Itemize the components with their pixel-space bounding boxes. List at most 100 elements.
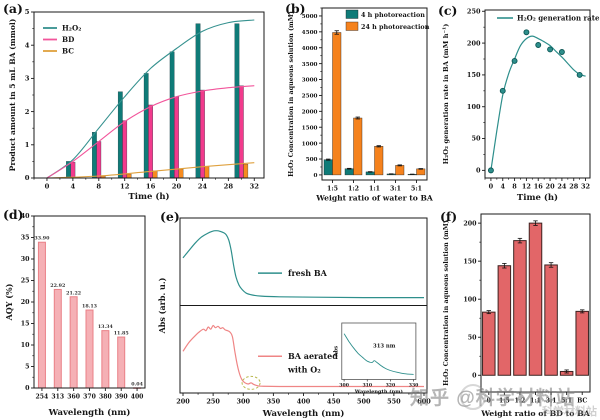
x-tick-label: 4 xyxy=(71,183,76,191)
y-axis-title: H₂O₂ Concentration in aqueous solution (… xyxy=(287,11,295,177)
x-tick-label: 1:1 xyxy=(369,186,380,193)
y-tick-label: 4000 xyxy=(302,46,318,52)
y-tick-label: 5000 xyxy=(302,14,318,20)
x-tick-label: 1:5 xyxy=(499,398,510,405)
x-tick-label: 3:1 xyxy=(546,398,557,405)
legend: 4 h photoreaction 24 h photoreaction xyxy=(345,9,430,31)
bar-BC xyxy=(178,168,184,179)
y-tick-label: 2000 xyxy=(302,110,318,116)
axis-frame xyxy=(484,9,591,179)
x-tick-label: 380 xyxy=(99,394,112,401)
y-tick-label: 0 xyxy=(25,385,30,392)
bar-H₂O₂ xyxy=(143,73,149,179)
bar-h2o2 xyxy=(497,265,512,376)
legend-label: BA aerated xyxy=(288,351,338,361)
y-axis-title: H₂O₂ generation rate in BA (mM h⁻¹) xyxy=(442,24,450,165)
y-axis: 0 1 2 3 4 5 xyxy=(25,8,34,182)
x-tick-label: 8 xyxy=(96,183,101,191)
y-tick-label: 1 xyxy=(25,141,30,149)
bar-H₂O₂ xyxy=(117,91,123,179)
y-tick-label: 4500 xyxy=(302,30,318,36)
bar-24 h photoreaction xyxy=(374,146,384,176)
spectrum-aerated-ba xyxy=(182,324,424,388)
inset-annotation: 313 nm xyxy=(373,344,396,350)
bar-BD xyxy=(70,161,76,179)
bar-4 h photoreaction xyxy=(344,168,354,176)
y-axis-title: Abs (arb. u.) xyxy=(157,277,167,334)
bar-aqy xyxy=(53,288,62,389)
x-tick-label: 400 xyxy=(131,394,144,401)
x-axis: 200 250 300 350 400 450 500 550 600 xyxy=(176,393,431,406)
y-tick-label: 5 xyxy=(25,364,29,371)
bar-24 h photoreaction xyxy=(353,117,363,176)
y-tick-label: 50 xyxy=(468,334,477,341)
bar-aqy xyxy=(69,296,78,389)
x-tick-label: 3:1 xyxy=(390,186,401,193)
y-axis-title: H₂O₂ Concentration in aqueous solution (… xyxy=(442,220,450,386)
bar-aqy xyxy=(117,336,126,389)
x-tick-label: 1:1 xyxy=(530,398,541,405)
y-tick-label: 150 xyxy=(463,258,477,265)
x-tick-label: 450 xyxy=(327,398,341,406)
y-tick-label: 1500 xyxy=(302,125,318,131)
inset-frame xyxy=(341,322,417,380)
x-tick-label: 20 xyxy=(172,183,182,191)
y-axis-title: Product amount in 5 mL BA (mmol) xyxy=(8,19,17,172)
x-tick-label: 550 xyxy=(387,398,401,406)
panel-tag-f: (f) xyxy=(440,209,458,224)
x-tick-label: 250 xyxy=(206,398,220,406)
y-axis-title: AQY (%) xyxy=(4,283,14,321)
legend-label: H₂O₂ xyxy=(62,24,81,33)
x-axis-title: Weight ratio of water to BA xyxy=(315,194,433,203)
x-tick-label: 20 xyxy=(546,183,556,191)
y-tick-label: 100 xyxy=(463,296,477,303)
x-axis-title: Time (h) xyxy=(128,191,169,202)
y-tick-label: 3500 xyxy=(302,62,318,68)
panel-tag-b: (b) xyxy=(285,1,306,16)
x-tick-label: 0 xyxy=(489,183,494,191)
data-point xyxy=(523,29,530,36)
x-axis: 1:5 1:2 1:1 3:1 5:1 xyxy=(327,180,422,193)
panel-e-chart: 200 250 300 350 400 450 500 550 600 Wavelength (n… xyxy=(157,217,431,419)
x-tick-label: 350 xyxy=(267,398,281,406)
bar-24 h photoreaction xyxy=(416,168,426,176)
legend-label: 24 h photoreaction xyxy=(361,23,430,31)
panel-tag-e: (e) xyxy=(160,209,180,224)
bar-value-label: 33.90 xyxy=(34,236,50,242)
rate-curve xyxy=(490,35,586,171)
bar-value-label: 21.22 xyxy=(66,290,81,296)
bar-H₂O₂ xyxy=(234,23,240,179)
x-tick-label: 370 xyxy=(83,394,96,401)
bar-BC xyxy=(204,166,210,179)
bar-value-label: 0.04 xyxy=(131,381,143,387)
legend-swatch xyxy=(345,21,359,31)
legend: H₂O₂ generation rate xyxy=(497,14,600,23)
panel-f-chart: 0 50 100 150 200 0 1:5 1:2 1:1 3:1 5:1 BC Weight rat… xyxy=(442,213,591,418)
x-tick-label: 1:2 xyxy=(515,398,526,405)
x-axis-title: Weight ratio of BD to BA xyxy=(480,409,591,418)
inset-y-axis-title: Abs xyxy=(333,346,339,358)
bar-value-label: 22.92 xyxy=(50,283,65,289)
x-tick-label: 5:1 xyxy=(561,398,572,405)
x-tick-label: 32 xyxy=(581,183,590,191)
bar-h2o2 xyxy=(575,310,589,376)
spectrum-fresh-ba xyxy=(182,230,424,299)
bar-BC xyxy=(152,170,158,179)
bar-BD xyxy=(200,89,205,179)
y-tick-label: 1000 xyxy=(302,141,318,147)
data-point xyxy=(535,42,542,48)
bar-aqy xyxy=(101,330,110,389)
x-tick-label: 24 xyxy=(557,183,567,191)
bar-24 h photoreaction xyxy=(395,165,405,176)
inset-x-tick-label: 320 xyxy=(386,383,396,389)
y-tick-label: 0 xyxy=(314,173,318,179)
bar-aqy xyxy=(37,241,46,389)
legend-label: with O₂ xyxy=(287,364,321,374)
data-point xyxy=(576,71,583,78)
x-tick-label: 360 xyxy=(67,394,80,401)
y-tick-label: 0 xyxy=(472,372,477,379)
data-point xyxy=(487,167,494,174)
inset-x-tick-label: 330 xyxy=(409,383,419,389)
y-tick-label: 150 xyxy=(467,71,481,79)
